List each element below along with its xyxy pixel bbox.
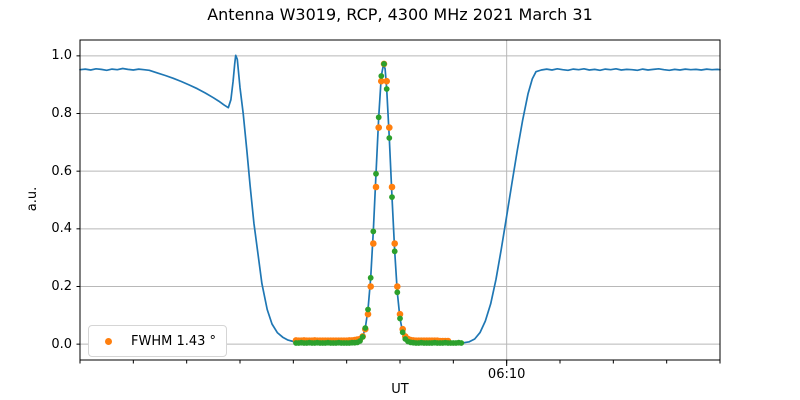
gaussian-fit-point [388, 183, 396, 191]
data-samples-point [399, 329, 406, 336]
y-tick-label: 0.2 [51, 278, 72, 294]
data-samples-point [394, 289, 401, 296]
data-samples-point [362, 325, 369, 331]
gaussian-fit-point [370, 240, 377, 247]
data-samples-point [381, 61, 387, 67]
y-tick-label: 1.0 [51, 48, 72, 64]
legend-marker-dot [105, 337, 112, 345]
chart-title: Antenna W3019, RCP, 4300 MHz 2021 March … [207, 5, 593, 24]
data-samples-point [373, 170, 379, 177]
drift-scan-signal-line [79, 54, 721, 344]
data-samples-point [458, 340, 465, 346]
data-samples-point [383, 86, 390, 92]
data-samples-point [397, 315, 403, 322]
data-samples-point [378, 73, 385, 79]
gaussian-fit-point [364, 310, 372, 318]
y-axis-label: a.u. [25, 186, 40, 212]
gaussian-fit-point [378, 77, 385, 85]
data-samples-point [370, 228, 377, 235]
gaussian-fit-point [375, 124, 383, 131]
data-samples-point [386, 135, 393, 141]
data-samples-point [389, 194, 395, 201]
legend: FWHM 1.43 ° [88, 325, 227, 357]
legend-label: FWHM 1.43 ° [131, 333, 217, 349]
data-samples-point [359, 334, 366, 340]
data-samples-point [365, 306, 371, 313]
y-tick-label: 0.8 [51, 106, 72, 121]
data-samples-point [391, 248, 398, 255]
y-tick-label: 0.4 [51, 221, 72, 237]
gaussian-fit-point [394, 283, 401, 290]
data-samples-point [357, 338, 363, 344]
gaussian-fit-point [391, 240, 399, 247]
data-samples-point [375, 114, 382, 121]
gaussian-fit-point [372, 183, 380, 191]
gaussian-fit-point [396, 310, 404, 318]
x-axis-label: UT [391, 382, 409, 397]
gaussian-fit-point [383, 77, 391, 85]
gaussian-fit-point [367, 283, 375, 290]
y-tick-label: 0.0 [51, 336, 72, 352]
gaussian-fit-point [386, 124, 393, 131]
x-tick-label: 06:10 [487, 367, 526, 382]
y-tick-label: 0.6 [51, 163, 72, 179]
data-samples-point [367, 274, 374, 281]
